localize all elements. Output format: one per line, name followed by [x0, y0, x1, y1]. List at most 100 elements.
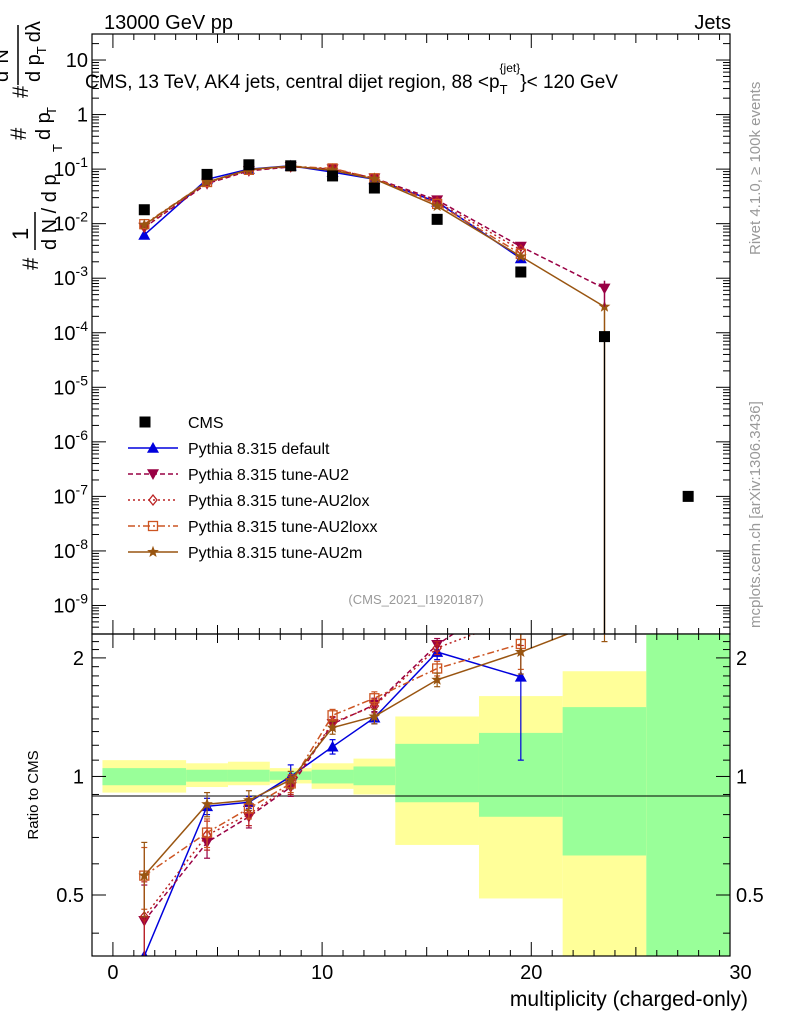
ylabel-dpdl: d pTdλ — [23, 21, 49, 82]
ratio-series-marker — [327, 710, 338, 721]
main-y-tick-mantissa: 10 — [66, 50, 88, 72]
ylabel-one: 1 — [8, 228, 33, 240]
main-y-tick-label: 10-8 — [53, 536, 88, 563]
ylabel-two: 2 — [0, 64, 3, 71]
main-y-tick-mantissa: 10 — [53, 159, 75, 181]
main-y-tick-label: 10-2 — [53, 209, 88, 236]
main-series-marker — [514, 250, 527, 262]
ratio-band-green — [353, 766, 396, 786]
ratio-y-tick-label-right: 0.5 — [736, 885, 764, 907]
chart-title-sup: {jet} — [500, 61, 521, 75]
ratio-series-marker — [515, 584, 527, 595]
ratio-series-marker — [326, 740, 339, 752]
main-series-marker — [514, 241, 527, 253]
ratio-series-line — [143, 651, 522, 956]
ratio-y-tick-label-right: 1 — [736, 766, 747, 788]
ratio-series-marker — [517, 611, 525, 621]
main-y-tick-label: 10-9 — [53, 590, 88, 617]
main-plot: 10-910-810-710-610-510-410-310-210-1110 … — [53, 33, 731, 635]
category-label: Jets — [694, 12, 731, 34]
data-point — [201, 168, 213, 180]
ratio-series-marker — [368, 710, 381, 722]
main-y-tick-label: 10 — [66, 50, 88, 72]
ratio-series-marker — [326, 721, 339, 733]
main-y-tick-mantissa: 10 — [53, 268, 75, 290]
main-y-tick-mantissa: 1 — [77, 105, 88, 127]
ylabel-N: N — [0, 49, 13, 63]
main-y-tick-exponent: -5 — [76, 372, 89, 388]
legend-label: Pythia 8.315 default — [188, 441, 330, 458]
main-y-tick-mantissa: 10 — [53, 432, 75, 454]
data-point — [682, 490, 694, 502]
ylabel-T2: T — [44, 107, 59, 115]
main-y-tick-label: 1 — [77, 105, 88, 127]
main-series-layer — [138, 159, 694, 634]
data-point — [368, 182, 380, 194]
ratio-series-marker — [514, 670, 527, 682]
main-y-tick-exponent: -1 — [76, 154, 89, 170]
data-point — [327, 170, 339, 182]
main-y-tick-mantissa: 10 — [53, 214, 75, 236]
data-point — [515, 266, 527, 278]
data-point — [285, 160, 297, 172]
main-ylabel: # 1 d N / d p T # d p T # d2N d pTdλ — [0, 21, 65, 270]
ratio-series-line — [143, 634, 477, 918]
rivet-version: Rivet 4.1.0, ≥ 100k events — [747, 82, 764, 255]
chart-title: CMS, 13 TeV, AK4 jets, central dijet reg… — [85, 61, 618, 97]
ylabel-dl: dλ — [23, 21, 45, 42]
main-series-line — [143, 165, 522, 255]
ylabel-T3: T — [34, 46, 49, 54]
ratio-series-marker — [514, 645, 527, 657]
data-point — [138, 204, 150, 216]
data-point — [243, 159, 255, 171]
ratio-y-tick-label: 2 — [73, 648, 84, 670]
legend-label: Pythia 8.315 tune-AU2loxx — [188, 519, 377, 536]
main-y-tick-label: 10-1 — [53, 154, 88, 181]
main-y-tick-exponent: -2 — [76, 209, 89, 225]
ylabel-dp: d p — [33, 112, 55, 140]
ratio-series-marker — [369, 693, 380, 704]
legend: CMS Pythia 8.315 default Pythia 8.315 tune… — [128, 415, 377, 562]
legend-label: Pythia 8.315 tune-AU2m — [188, 545, 362, 562]
main-ylabel-text: # — [18, 257, 43, 270]
ratio-series-marker — [201, 827, 213, 838]
main-y-tick-exponent: -7 — [76, 481, 89, 497]
main-series-marker — [431, 199, 443, 212]
x-tick-label: 20 — [520, 962, 542, 984]
collision-label: 13000 GeV pp — [104, 12, 233, 34]
x-tick-label: 30 — [729, 962, 751, 984]
ratio-series-layer — [138, 584, 608, 956]
x-axis-label: multiplicity (charged-only) — [510, 988, 748, 1011]
chart-title-sub: T — [500, 82, 508, 97]
ratio-series-marker — [243, 794, 255, 806]
ratio-ylabel: Ratio to CMS — [25, 750, 42, 839]
mcplots-credit: mcplots.cern.ch [arXiv:1306.3436] — [747, 401, 764, 628]
ratio-plot-frame — [91, 633, 731, 957]
main-series-marker — [368, 172, 381, 184]
chart-title-post: }< 120 GeV — [520, 72, 618, 93]
ratio-series-marker — [432, 641, 442, 654]
main-series-line — [143, 165, 522, 260]
ratio-band-green — [186, 769, 228, 782]
main-y-tick-exponent: -6 — [76, 427, 89, 443]
ratio-series-marker — [201, 798, 213, 810]
main-y-tick-mantissa: 10 — [53, 377, 75, 399]
x-tick-label: 10 — [311, 962, 333, 984]
ratio-plot: 0.5 0.51 12 20 10 20 30 — [56, 584, 764, 984]
ylabel-hash1: # — [18, 257, 43, 270]
main-y-tick-exponent: -9 — [76, 590, 89, 606]
ratio-y-tick-label: 0.5 — [56, 885, 84, 907]
main-plot-frame — [91, 33, 731, 635]
main-y-tick-label: 10-3 — [53, 263, 88, 290]
main-y-tick-exponent: -3 — [76, 263, 89, 279]
ylabel-d2N: d2N — [0, 49, 13, 82]
ratio-y-tick-label-right: 2 — [736, 648, 747, 670]
legend-label: CMS — [188, 415, 224, 432]
main-y-tick-label: 10-6 — [53, 427, 88, 454]
legend-marker — [148, 493, 158, 507]
ratio-band-green — [311, 769, 354, 784]
ylabel-hash2: # — [6, 127, 31, 140]
ylabel-T1: T — [50, 144, 65, 152]
ratio-series-marker — [139, 910, 150, 923]
ratio-series-line — [143, 643, 522, 877]
